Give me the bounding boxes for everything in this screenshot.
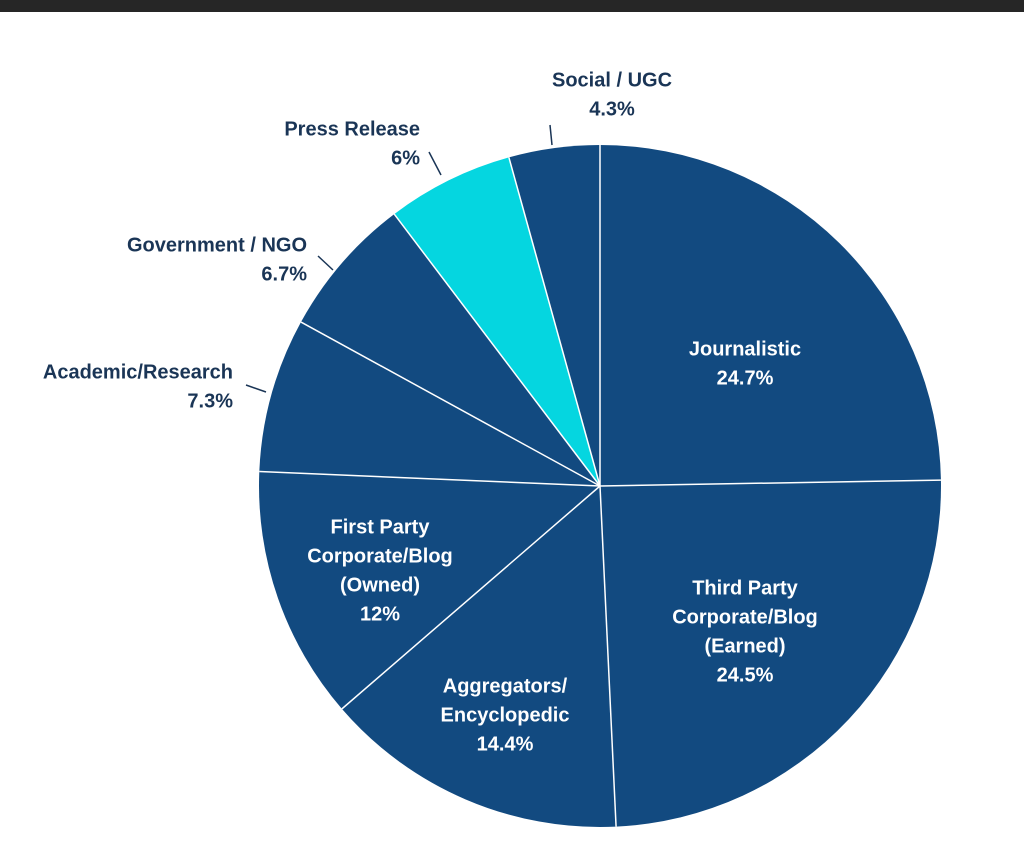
slice-value-label: 12%: [360, 603, 400, 625]
pie-slice-government-ngo: [301, 214, 600, 486]
slice-separator: [599, 479, 941, 487]
slice-label-social-ugc: Social / UGC 4.3%: [552, 69, 672, 120]
slice-category-label: Government / NGO: [127, 234, 307, 256]
slices-layer: [259, 145, 942, 827]
slice-category-label: Journalistic: [689, 338, 801, 360]
slice-category-label: (Earned): [704, 635, 785, 657]
slice-label-third-party-corporate-blog-earned: Third Party Corporate/Blog (Earned) 24.5%: [672, 577, 818, 686]
slice-category-label: Third Party: [692, 577, 798, 599]
leader-line-government-ngo: [317, 255, 334, 271]
slice-value-label: 4.3%: [589, 98, 635, 120]
slice-label-journalistic: Journalistic 24.7%: [689, 338, 801, 389]
slice-separator: [259, 470, 601, 487]
slice-label-government-ngo: Government / NGO 6.7%: [127, 234, 307, 285]
pie-slice-journalistic: [600, 145, 941, 486]
slice-value-label: 6.7%: [261, 263, 307, 285]
pie-slice-first-party-corporate-blog-owned: [259, 471, 600, 709]
slice-category-label: Press Release: [284, 118, 420, 140]
slice-label-academic-research: Academic/Research 7.3%: [43, 361, 233, 412]
slice-value-label: 14.4%: [477, 733, 534, 755]
slice-category-label: Corporate/Blog: [307, 545, 453, 567]
pie-slice-third-party-corporate-blog-earned: [600, 480, 942, 827]
leader-line-social-ugc: [549, 124, 553, 146]
labels-layer: Journalistic 24.7% Third Party Corporate/Bl…: [43, 69, 818, 755]
slice-category-label: Aggregators/: [443, 675, 568, 697]
slice-value-label: 24.5%: [717, 664, 774, 686]
leader-lines-layer: [245, 124, 553, 393]
top-bar: [0, 0, 1024, 12]
pie-slice-social-ugc: [508, 145, 600, 486]
separators-layer: [259, 145, 941, 827]
slice-category-label: First Party: [331, 516, 431, 538]
pie-slice-academic-research: [259, 322, 600, 486]
slice-label-aggregators-encyclopedic: Aggregators/Encyclopedic 14.4%: [441, 675, 570, 755]
slice-separator: [393, 213, 601, 487]
leader-line-academic-research: [245, 384, 267, 393]
slice-category-label: Encyclopedic: [441, 704, 570, 726]
slice-label-press-release: Press Release 6%: [284, 118, 420, 169]
slice-separator: [599, 485, 617, 827]
slice-category-label: (Owned): [340, 574, 420, 596]
slice-value-label: 7.3%: [187, 390, 233, 412]
pie-slice-aggregators-encyclopedic: [341, 486, 617, 827]
slice-separator: [341, 485, 601, 710]
slice-category-label: Corporate/Blog: [672, 606, 818, 628]
slice-category-label: Social / UGC: [552, 69, 672, 91]
slice-separator: [300, 321, 601, 487]
slice-separator: [508, 157, 601, 487]
slice-value-label: 24.7%: [717, 367, 774, 389]
slice-label-first-party-corporate-blog-owned: First Party Corporate/Blog (Owned) 12%: [307, 516, 453, 625]
leader-line-press-release: [428, 151, 442, 176]
slice-value-label: 6%: [391, 147, 420, 169]
pie-slice-press-release: [394, 157, 600, 486]
slice-category-label: Academic/Research: [43, 361, 233, 383]
